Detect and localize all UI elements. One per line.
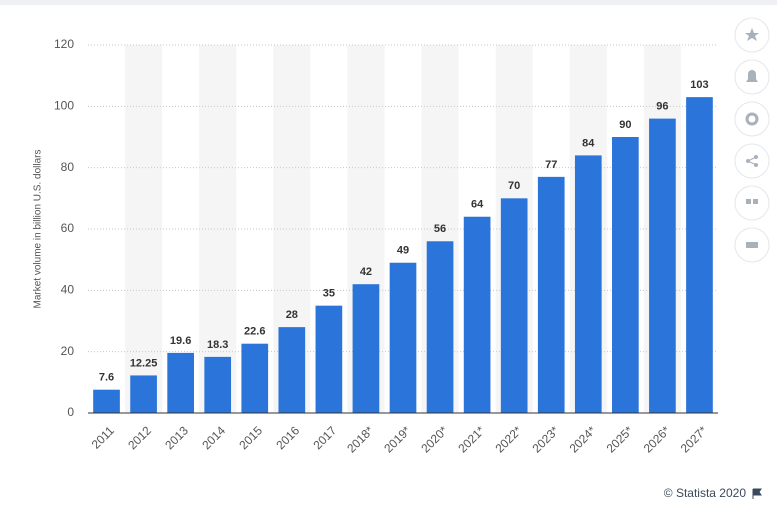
value-label: 84 [582, 137, 595, 149]
bar [315, 305, 343, 413]
value-label: 42 [360, 266, 372, 278]
bar [537, 176, 565, 413]
bar [612, 137, 639, 413]
x-tick-label: 2023* [530, 423, 562, 455]
top-strip [0, 0, 777, 5]
x-tick-label: 2016 [273, 423, 302, 452]
settings-button[interactable] [734, 101, 770, 137]
bar [649, 118, 676, 413]
bar [167, 352, 194, 413]
y-tick-label: 60 [61, 221, 75, 235]
x-tick-label: 2013 [162, 423, 191, 452]
flag-icon[interactable] [752, 488, 762, 499]
bar [130, 375, 157, 413]
bar [686, 97, 713, 413]
value-label: 56 [434, 223, 446, 235]
y-tick-label: 20 [61, 344, 75, 358]
x-tick-label: 2017 [310, 423, 339, 452]
credit: © Statista 2020 [664, 486, 747, 500]
side-toolbar [734, 17, 770, 263]
bar [389, 262, 417, 413]
value-label: 22.6 [244, 326, 265, 338]
x-tick-label: 2012 [125, 423, 154, 452]
bar [352, 284, 380, 413]
print-button[interactable] [734, 227, 770, 263]
y-tick-label: 0 [67, 405, 74, 419]
band-shade [125, 45, 163, 413]
bar [278, 327, 306, 413]
x-tick-label: 2026* [641, 423, 673, 455]
x-tick-label: 2024* [567, 423, 599, 455]
x-tick-label: 2011 [89, 423, 117, 451]
value-label: 28 [286, 309, 298, 321]
value-label: 77 [545, 159, 557, 171]
notify-button[interactable] [734, 59, 770, 95]
value-label: 49 [397, 245, 409, 257]
bar [500, 198, 528, 413]
value-label: 7.6 [99, 372, 114, 384]
x-tick-label: 2027* [678, 423, 710, 455]
x-tick-label: 2015 [236, 423, 265, 452]
x-tick-label: 2018* [344, 423, 376, 455]
y-tick-label: 40 [61, 283, 75, 297]
y-axis-label: Market volume in billion U.S. dollars [33, 150, 44, 309]
value-label: 35 [323, 288, 335, 300]
value-label: 12.25 [130, 357, 158, 369]
x-tick-label: 2019* [381, 423, 413, 455]
bar [241, 343, 269, 413]
bar [463, 216, 491, 413]
cite-button[interactable] [734, 185, 770, 221]
value-label: 18.3 [207, 339, 228, 351]
bar [426, 241, 454, 413]
x-tick-label: 2022* [492, 423, 524, 455]
value-label: 103 [690, 79, 708, 91]
favorite-button[interactable] [734, 17, 770, 53]
y-tick-label: 80 [61, 160, 75, 174]
value-label: 96 [656, 101, 668, 113]
share-button[interactable] [734, 143, 770, 179]
x-tick-label: 2025* [604, 423, 636, 455]
value-label: 64 [471, 199, 484, 211]
value-label: 70 [508, 180, 520, 192]
bar [204, 356, 232, 413]
value-label: 19.6 [170, 335, 191, 347]
bar [93, 389, 120, 413]
value-label: 90 [619, 119, 631, 131]
y-tick-label: 120 [54, 37, 74, 51]
x-tick-label: 2014 [199, 423, 228, 452]
bar [574, 155, 602, 413]
x-tick-label: 2021* [455, 423, 487, 455]
x-tick-label: 2020* [418, 423, 450, 455]
y-tick-label: 100 [54, 99, 74, 113]
